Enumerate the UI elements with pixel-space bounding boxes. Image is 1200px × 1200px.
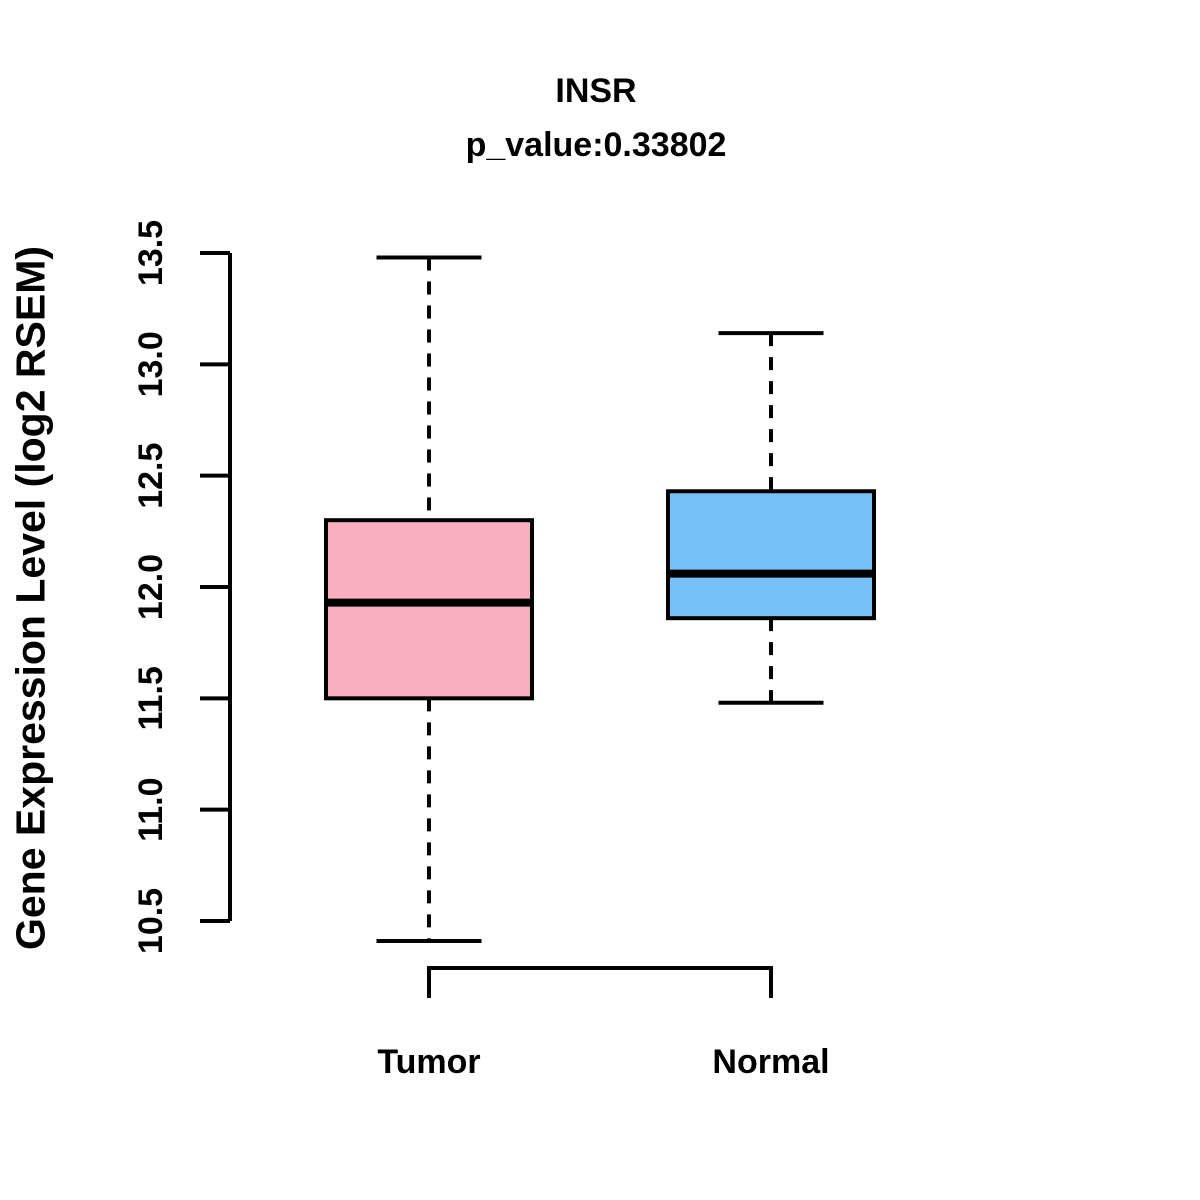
y-tick-label: 11.0: [132, 778, 170, 842]
normal-box: [666, 489, 876, 621]
y-tick-label: 11.5: [132, 666, 170, 730]
x-axis-bracket: [427, 966, 773, 998]
chart-p-value: p_value:0.33802: [465, 126, 727, 164]
y-tick-label: 12.0: [132, 554, 170, 620]
y-tick-label: 10.5: [132, 888, 170, 954]
y-axis-title: Gene Expression Level (log2 RSEM): [7, 245, 54, 951]
y-tick-label: 13.0: [132, 331, 170, 397]
x-label-normal: Normal: [712, 1043, 830, 1081]
x-label-tumor: Tumor: [377, 1043, 481, 1081]
y-tick-label: 12.5: [132, 443, 170, 509]
y-tick-label: 13.5: [132, 220, 170, 286]
tumor-box: [324, 518, 534, 701]
chart-title: INSR: [555, 72, 637, 110]
